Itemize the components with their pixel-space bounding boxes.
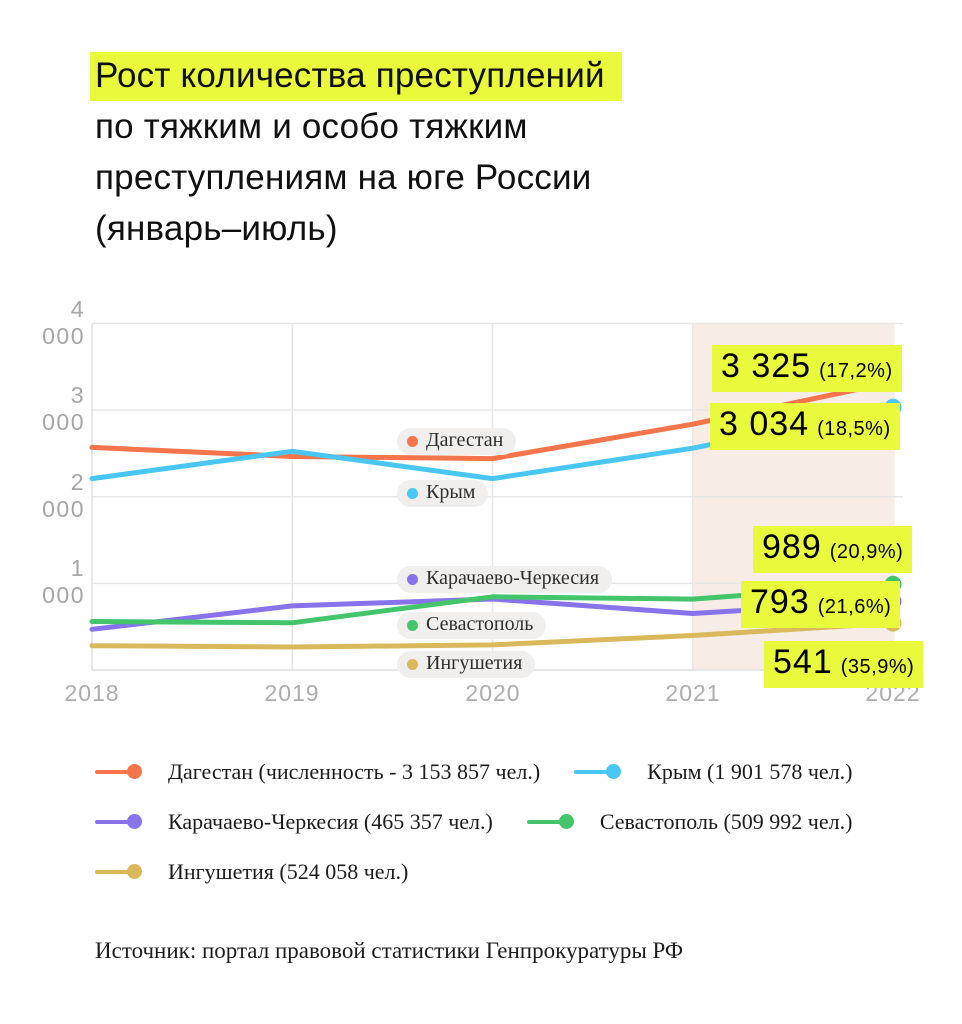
dagestan-line-dot-icon (95, 764, 142, 779)
x-axis-label-2019: 2019 (264, 680, 320, 706)
series-pill-label: Севастополь (426, 613, 534, 635)
value-label-ingushetia: 541 (35,9%) (764, 641, 924, 688)
value-label-sevastopol: 989 (20,9%) (753, 526, 913, 573)
sevastopol-dot-icon (407, 620, 418, 631)
legend-item-dagestan: Дагестан (численность - 3 153 857 чел.) (95, 757, 540, 786)
y-axis-label-4000: 4 000 (42, 295, 85, 349)
legend-label: Карачаево-Черкесия (465 357 чел.) (168, 808, 493, 834)
value-label-dagestan: 3 325 (17,2%) (712, 345, 902, 392)
value-percent: (17,2%) (819, 360, 893, 382)
y-axis-label-3000: 3 000 (42, 381, 85, 435)
value-label-krym: 3 034 (18,5%) (710, 403, 900, 450)
series-pill-dagestan: Дагестан (397, 428, 517, 455)
legend-label: Крым (1 901 578 чел.) (647, 758, 853, 784)
chart-legend: Дагестан (численность - 3 153 857 чел.) … (95, 757, 913, 886)
value-number: 3 034 (719, 405, 810, 443)
value-number: 793 (750, 583, 810, 621)
series-line-ingushetia (89, 620, 896, 650)
karachaevo-cherkesia-line-dot-icon (95, 814, 142, 829)
krym-dot-icon (407, 488, 418, 499)
series-pill-label: Крым (426, 481, 476, 503)
series-pill-krym: Крым (397, 480, 489, 507)
value-percent: (35,9%) (840, 656, 915, 678)
title-line-1: Рост количества преступлений (90, 50, 622, 101)
x-axis-label-2020: 2020 (465, 680, 521, 706)
legend-item-karachaevo-cherkesia: Карачаево-Черкесия (465 357 чел.) (95, 807, 493, 836)
series-pill-label: Ингушетия (426, 652, 523, 674)
legend-item-krym: Крым (1 901 578 чел.) (574, 757, 853, 786)
value-number: 3 325 (721, 347, 812, 385)
value-number: 989 (762, 528, 822, 566)
title-line-4: (январь–июль) (95, 209, 338, 248)
legend-label: Ингушетия (524 058 чел.) (168, 858, 409, 884)
series-pill-sevastopol: Севастополь (397, 612, 547, 639)
series-pill-karachaevo-cherkesia: Карачаево-Черкесия (397, 566, 613, 593)
y-axis-label-2000: 2 000 (42, 468, 85, 522)
x-axis-label-2021: 2021 (665, 680, 721, 706)
value-label-karachaevo-cherkesia: 793 (21,6%) (741, 581, 901, 628)
ingushetia-line-dot-icon (95, 864, 142, 879)
value-number: 541 (773, 643, 833, 681)
title-line-2: по тяжким и особо тяжким (95, 107, 528, 146)
series-pill-label: Карачаево-Черкесия (426, 567, 600, 589)
value-percent: (20,9%) (829, 541, 904, 563)
legend-item-sevastopol: Севастополь (509 992 чел.) (526, 807, 853, 836)
legend-label: Дагестан (численность - 3 153 857 чел.) (168, 758, 541, 784)
ingushetia-dot-icon (407, 659, 418, 670)
title-line-3: преступлениям на юге России (95, 158, 592, 197)
value-percent: (21,6%) (817, 596, 892, 618)
value-percent: (18,5%) (817, 418, 891, 440)
series-pill-ingushetia: Ингушетия (397, 651, 536, 678)
legend-item-ingushetia: Ингушетия (524 058 чел.) (95, 857, 408, 886)
x-axis-label-2018: 2018 (64, 680, 120, 706)
sevastopol-line-dot-icon (526, 814, 574, 829)
source-text: Источник: портал правовой статистики Ген… (95, 938, 684, 963)
page-title: Рост количества преступлений по тяжким и… (90, 50, 622, 254)
y-axis-label-1000: 1 000 (42, 554, 85, 608)
legend-label: Севастополь (509 992 чел.) (599, 808, 853, 834)
crime-trend-chart: 4 000 3 000 2 000 1 000 2018 2019 2020 2… (0, 295, 962, 720)
dagestan-dot-icon (407, 436, 418, 447)
karachaevo-cherkesia-dot-icon (407, 574, 418, 585)
title-highlight: Рост количества преступлений (90, 52, 622, 101)
series-pill-label: Дагестан (426, 429, 504, 451)
krym-line-dot-icon (574, 764, 622, 779)
